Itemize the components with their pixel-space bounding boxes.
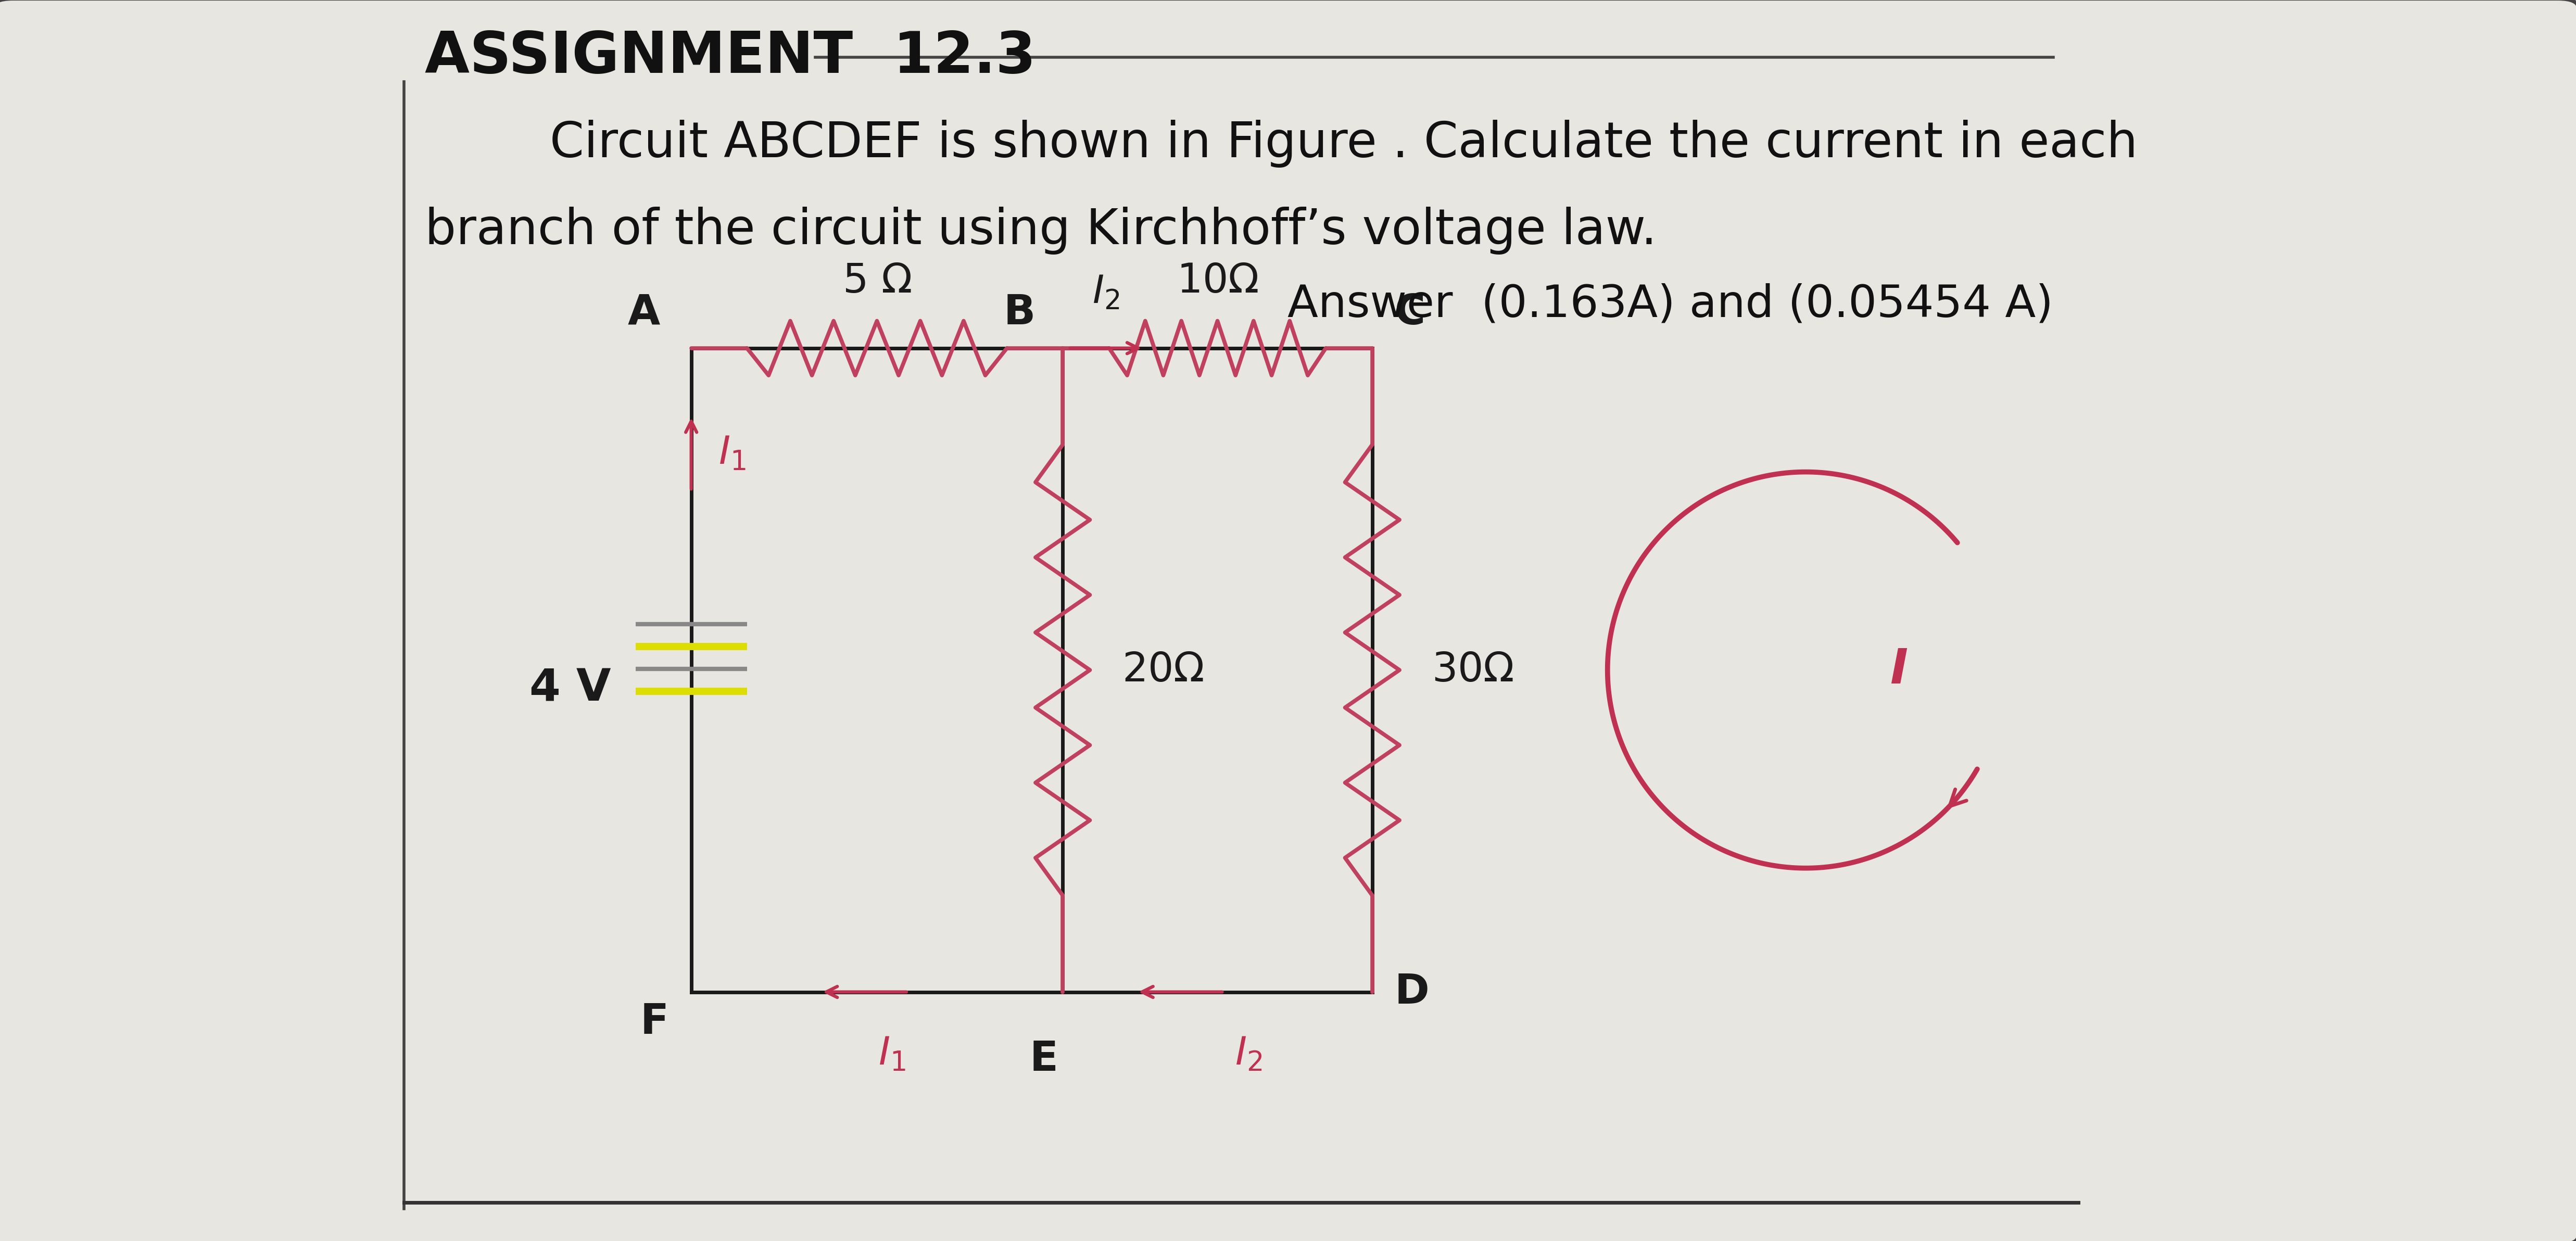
Text: A: A xyxy=(629,293,659,334)
Text: C: C xyxy=(1394,293,1425,334)
Text: ASSIGNMENT  12.3: ASSIGNMENT 12.3 xyxy=(425,30,1036,86)
Text: $I_1$: $I_1$ xyxy=(878,1035,907,1072)
Text: 30$\Omega$: 30$\Omega$ xyxy=(1432,650,1515,690)
Text: 20$\Omega$: 20$\Omega$ xyxy=(1123,650,1203,690)
Text: E: E xyxy=(1030,1039,1059,1080)
Text: 10$\Omega$: 10$\Omega$ xyxy=(1177,262,1260,302)
Text: I: I xyxy=(1891,647,1906,694)
Text: branch of the circuit using Kirchhoff’s voltage law.: branch of the circuit using Kirchhoff’s … xyxy=(425,206,1656,254)
Text: 5 $\Omega$: 5 $\Omega$ xyxy=(842,262,912,302)
Text: F: F xyxy=(641,1001,670,1042)
Text: B: B xyxy=(1005,293,1036,334)
Text: D: D xyxy=(1394,972,1430,1013)
Text: 4 V: 4 V xyxy=(528,666,611,710)
Text: $I_2$: $I_2$ xyxy=(1092,273,1121,311)
Text: $I_2$: $I_2$ xyxy=(1234,1035,1262,1072)
Text: Answer  (0.163A) and (0.05454 A): Answer (0.163A) and (0.05454 A) xyxy=(1288,283,2053,326)
Text: $I_1$: $I_1$ xyxy=(719,434,747,472)
Text: Circuit ABCDEF is shown in Figure . Calculate the current in each: Circuit ABCDEF is shown in Figure . Calc… xyxy=(425,120,2138,168)
